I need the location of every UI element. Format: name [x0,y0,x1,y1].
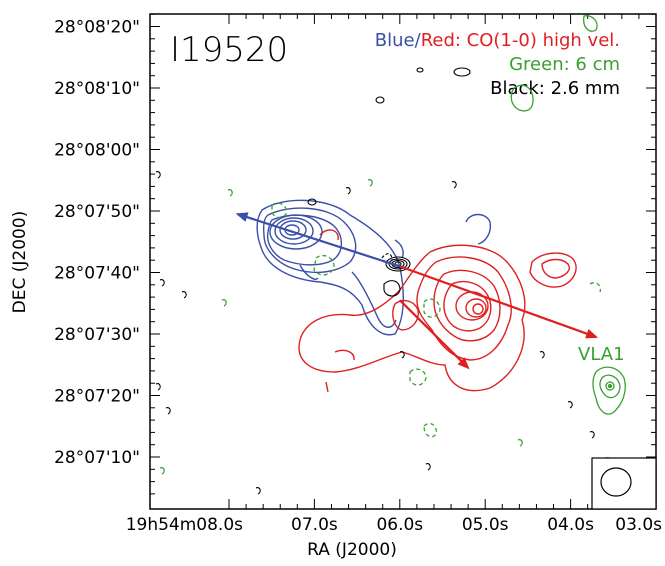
legend-blue: Blue [375,30,415,51]
x-tick-label: 03.0s [615,515,662,535]
beam-ellipse [600,467,632,497]
black-contours [155,67,595,495]
y-tick-label: 28°08'00" [54,141,140,161]
y-tick-label: 28°07'20" [54,387,140,407]
green-contours [159,15,626,475]
y-tick-label: 28°08'10" [54,79,140,99]
axis-ticks [150,13,656,509]
y-tick-label: 28°07'50" [54,202,140,222]
y-tick-label: 28°07'30" [54,325,140,345]
x-tick-label: 19h54m08.0s [126,515,243,535]
x-tick-label: 06.0s [376,515,423,535]
legend-line-1: Blue/Red: CO(1-0) high vel. [375,30,620,51]
red-contours [298,229,577,393]
blue-contours [256,199,492,336]
x-tick-label: 07.0s [291,515,338,535]
legend-red: Red: CO(1-0) high vel. [421,30,620,51]
y-axis-title: DEC (J2000) [10,211,30,314]
y-tick-label: 28°08'20" [54,18,140,38]
plot-frame [149,13,657,510]
legend-black: Black: 2.6 mm [490,78,620,99]
x-axis-title: RA (J2000) [307,540,397,560]
x-tick-label: 04.0s [547,515,594,535]
vla1-label: VLA1 [578,344,625,365]
chart-title: I19520 [170,30,288,70]
beam-box [591,457,657,510]
x-tick-label: 05.0s [462,515,509,535]
legend-slash: / [415,30,422,51]
blue-outflow-arrow [235,212,401,268]
legend-green: Green: 6 cm [509,54,620,75]
tick-labels: 19h54m08.0s 07.0s 06.0s 05.0s 04.0s 03.0s 28°0… [54,18,662,536]
red-outflow-arrow [399,265,599,339]
y-tick-label: 28°07'10" [54,448,140,468]
outflow-arrows [235,212,599,370]
y-tick-label: 28°07'40" [54,264,140,284]
red-outflow-arrow [399,299,470,370]
